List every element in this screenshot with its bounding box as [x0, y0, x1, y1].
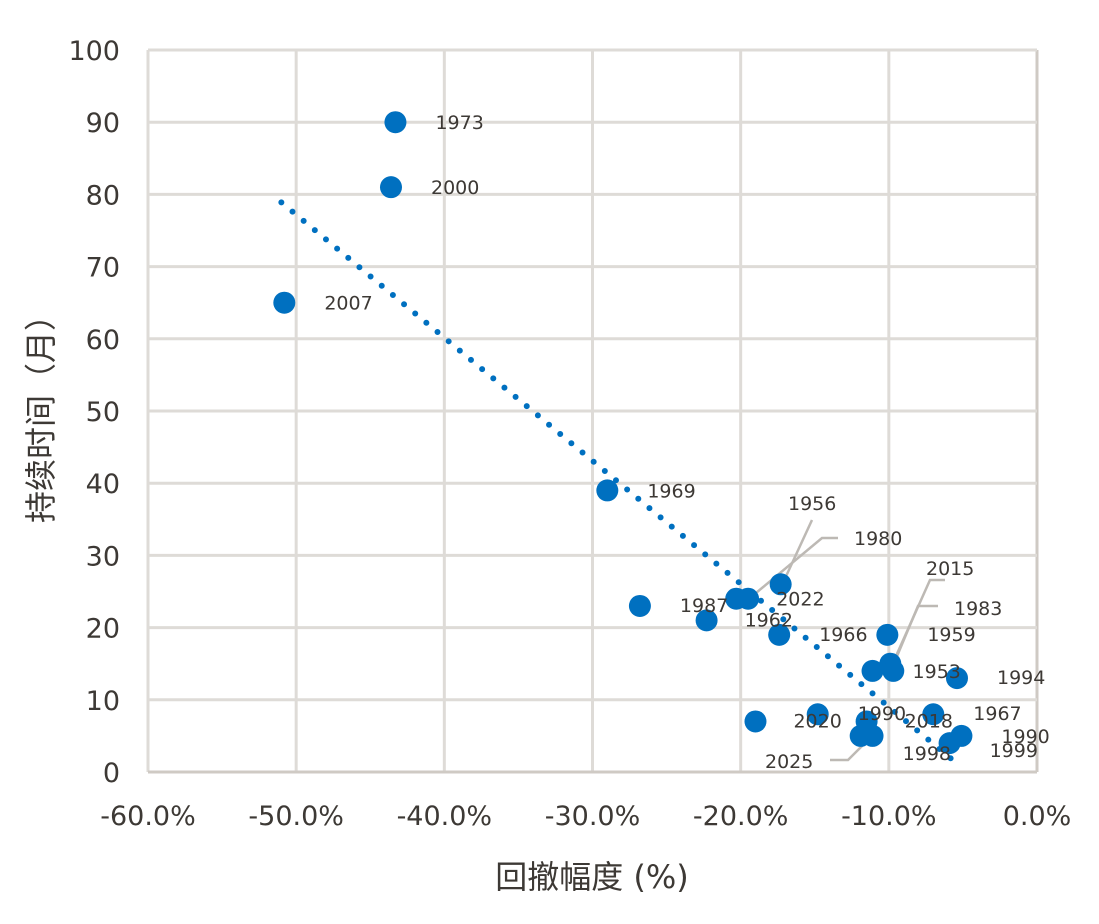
data-label: 1969 — [647, 480, 695, 502]
data-label: 2007 — [324, 293, 372, 315]
data-point — [737, 587, 760, 610]
data-point — [945, 667, 968, 690]
data-label: 1990 — [1001, 726, 1049, 748]
y-tick-label: 50 — [86, 397, 120, 428]
data-label: 1956 — [788, 493, 836, 515]
data-label: 1983 — [954, 598, 1002, 620]
data-label: 1980 — [854, 528, 902, 550]
y-tick-label: 80 — [86, 180, 120, 211]
y-tick-label: 20 — [86, 614, 120, 645]
data-point — [628, 594, 651, 617]
grid — [146, 48, 1039, 774]
data-label: 2022 — [776, 589, 824, 611]
data-label: 1967 — [973, 703, 1021, 725]
trendline-dots — [278, 199, 955, 762]
y-tick-label: 60 — [86, 325, 120, 356]
data-label: 1987 — [680, 595, 728, 617]
data-point — [861, 724, 884, 747]
data-label: 2018 — [905, 710, 953, 732]
data-point — [695, 609, 718, 632]
x-tick-label: -40.0% — [397, 801, 493, 832]
x-tick-label: -10.0% — [841, 801, 937, 832]
data-label: 1990 — [858, 703, 906, 725]
y-axis-title: 持续时间（月） — [22, 299, 60, 523]
data-label: 1994 — [997, 667, 1045, 689]
label-leaders — [749, 519, 945, 762]
x-tick-label: -30.0% — [545, 801, 641, 832]
tick-labels: -60.0% -50.0% -40.0% -30.0% -20.0% -10.0% 0.0%… — [68, 36, 1071, 832]
data-point — [769, 573, 792, 596]
data-point — [882, 659, 905, 682]
leader-line — [888, 604, 938, 674]
data-point — [938, 732, 961, 755]
data-label: 2015 — [926, 558, 974, 580]
data-point — [876, 623, 899, 646]
y-tick-label: 30 — [86, 541, 120, 572]
leader-line — [780, 519, 814, 586]
data-point — [806, 703, 829, 726]
data-point — [922, 703, 945, 726]
data-point — [596, 479, 619, 502]
data-label: 1998 — [903, 743, 951, 765]
x-tick-label: -20.0% — [693, 801, 789, 832]
x-axis-title: 回撤幅度 (%) — [495, 858, 689, 896]
data-point — [273, 291, 296, 314]
data-point — [744, 710, 767, 733]
trendline — [278, 199, 955, 762]
data-label: 1953 — [913, 661, 961, 683]
data-label: 2020 — [793, 710, 841, 732]
data-label: 1962 — [745, 609, 793, 631]
data-label: 1959 — [927, 624, 975, 646]
points — [273, 111, 973, 755]
y-tick-label: 100 — [68, 36, 120, 67]
y-tick-label: 70 — [86, 253, 120, 284]
y-tick-label: 10 — [86, 686, 120, 717]
y-tick-label: 40 — [86, 469, 120, 500]
data-label: 2025 — [765, 751, 813, 773]
data-point — [379, 176, 402, 199]
data-point — [384, 111, 407, 134]
data-label: 2000 — [431, 177, 479, 199]
data-point — [861, 659, 884, 682]
x-tick-label: -50.0% — [248, 801, 344, 832]
data-point — [768, 623, 791, 646]
data-label: 1999 — [990, 740, 1038, 762]
x-tick-label: 0.0% — [1003, 801, 1072, 832]
data-label: 1966 — [819, 624, 867, 646]
data-label: 1973 — [435, 112, 483, 134]
y-tick-label: 0 — [103, 758, 120, 789]
x-tick-label: -60.0% — [100, 801, 196, 832]
y-tick-label: 90 — [86, 108, 120, 139]
